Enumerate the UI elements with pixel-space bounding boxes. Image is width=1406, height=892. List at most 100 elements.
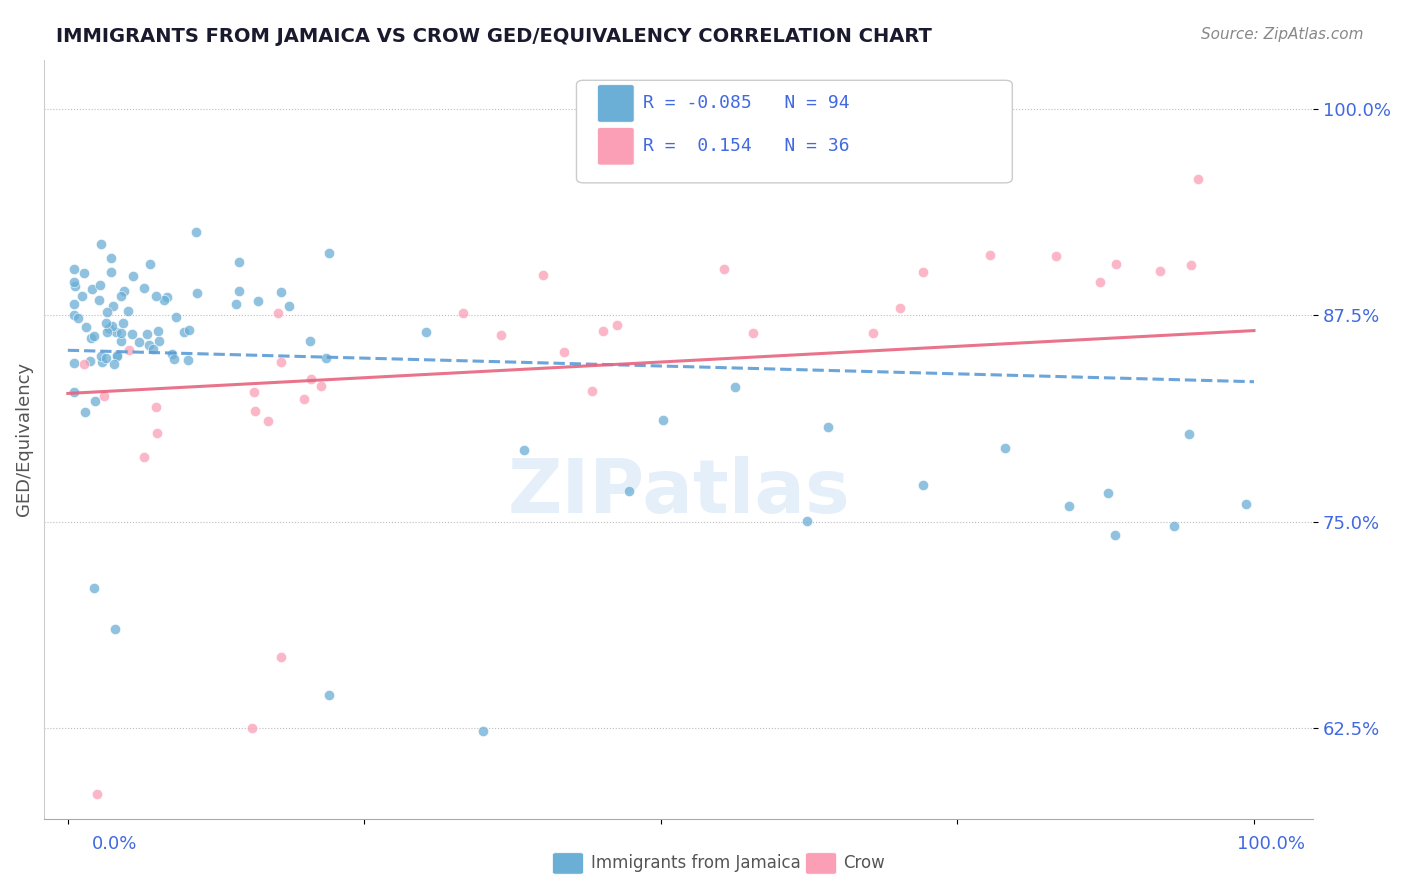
Point <box>1088 276 1111 290</box>
Point <box>83 393 105 408</box>
Point <box>104 325 127 339</box>
Point <box>270 649 292 664</box>
Point <box>80 331 103 345</box>
Point <box>94 351 117 365</box>
Point <box>153 293 176 307</box>
Point <box>177 323 200 337</box>
Point <box>146 425 169 440</box>
Text: IMMIGRANTS FROM JAMAICA VS CROW GED/EQUIVALENCY CORRELATION CHART: IMMIGRANTS FROM JAMAICA VS CROW GED/EQUI… <box>56 27 932 45</box>
Point <box>912 265 935 279</box>
Point <box>713 262 735 277</box>
Point <box>73 266 96 280</box>
Point <box>63 279 86 293</box>
Point <box>796 514 818 528</box>
Text: R = -0.085   N = 94: R = -0.085 N = 94 <box>643 94 849 112</box>
Point <box>979 248 1001 262</box>
Point <box>817 419 839 434</box>
Point <box>142 343 165 357</box>
Point <box>138 338 160 352</box>
Point <box>93 389 115 403</box>
Point <box>110 289 132 303</box>
Point <box>993 442 1015 456</box>
Point <box>112 284 135 298</box>
Point <box>472 724 495 739</box>
Point <box>62 356 84 370</box>
Point <box>66 310 89 325</box>
Point <box>145 400 167 414</box>
Point <box>62 297 84 311</box>
Point <box>553 345 575 359</box>
Point <box>228 254 250 268</box>
Point <box>228 284 250 298</box>
Point <box>911 477 934 491</box>
Point <box>62 385 84 400</box>
Point <box>1178 427 1201 442</box>
Point <box>652 412 675 426</box>
Point <box>160 347 183 361</box>
Point <box>415 325 437 339</box>
Point <box>1045 248 1067 262</box>
Point <box>105 348 128 362</box>
Point <box>1057 499 1080 513</box>
Y-axis label: GED/Equivalency: GED/Equivalency <box>15 362 32 516</box>
Point <box>257 414 280 428</box>
Point <box>617 484 640 499</box>
Point <box>315 351 337 365</box>
Point <box>606 318 628 332</box>
Point <box>70 289 93 303</box>
Point <box>62 276 84 290</box>
Point <box>1105 257 1128 271</box>
Point <box>132 450 155 465</box>
Point <box>138 257 160 271</box>
Point <box>132 281 155 295</box>
Point <box>1163 518 1185 533</box>
Point <box>489 327 512 342</box>
Point <box>318 246 340 260</box>
Point <box>165 310 187 325</box>
Point <box>266 306 288 320</box>
Point <box>91 354 114 368</box>
Point <box>145 289 167 303</box>
Point <box>155 290 177 304</box>
Point <box>86 787 108 801</box>
Point <box>173 326 195 340</box>
Point <box>1180 258 1202 272</box>
Point <box>292 392 315 406</box>
Point <box>104 622 127 636</box>
Point <box>724 380 747 394</box>
Point <box>100 265 122 279</box>
Point <box>62 262 84 277</box>
Point <box>270 285 292 299</box>
Point <box>309 379 332 393</box>
Point <box>1149 264 1171 278</box>
Point <box>111 316 134 330</box>
Point <box>94 316 117 330</box>
Point <box>742 326 765 341</box>
Point <box>1097 486 1119 500</box>
Point <box>1187 172 1209 186</box>
Point <box>184 226 207 240</box>
Point <box>889 301 911 315</box>
Point <box>96 326 118 340</box>
Point <box>270 355 292 369</box>
Text: ZIPatlas: ZIPatlas <box>508 456 851 529</box>
Point <box>862 326 884 340</box>
Point <box>278 299 301 313</box>
Text: 0.0%: 0.0% <box>91 835 136 853</box>
Point <box>318 688 340 702</box>
Point <box>148 324 170 338</box>
Point <box>121 327 143 342</box>
Point <box>685 160 707 174</box>
Point <box>451 306 474 320</box>
Point <box>90 237 112 252</box>
Point <box>118 343 141 358</box>
Point <box>592 324 614 338</box>
Text: Immigrants from Jamaica: Immigrants from Jamaica <box>591 855 800 872</box>
Point <box>186 286 208 301</box>
Point <box>103 357 125 371</box>
Point <box>148 334 170 349</box>
Point <box>110 334 132 348</box>
Point <box>1104 528 1126 542</box>
Point <box>73 404 96 418</box>
Point <box>243 404 266 418</box>
